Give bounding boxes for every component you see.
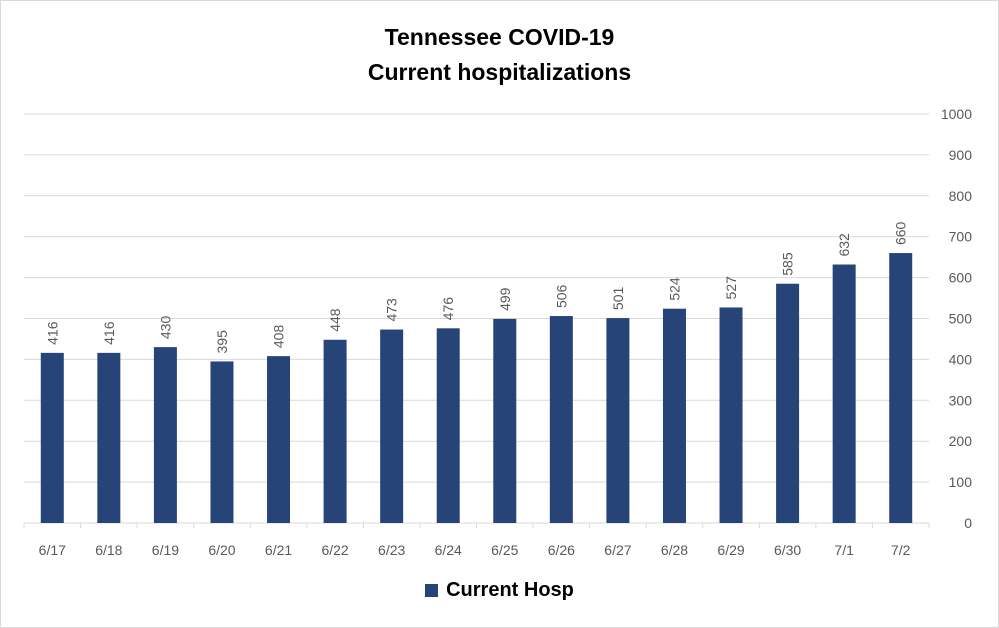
y-tick-label: 200 (949, 433, 973, 449)
data-label: 476 (440, 297, 456, 321)
data-label: 632 (836, 233, 852, 257)
x-tick-label: 6/27 (604, 542, 631, 558)
bar (606, 318, 630, 523)
data-label: 527 (723, 276, 739, 300)
y-tick-labels: 0 100 200 300 400 500 600 700 800 900 1000 (941, 106, 972, 531)
data-label: 524 (666, 277, 682, 301)
chart-subtitle: Current hospitalizations (367, 59, 632, 85)
x-tick-label: 6/23 (378, 542, 405, 558)
bar (210, 361, 234, 523)
data-labels: 416 416 430 395 408 448 473 476 499 506 501 524 527 5… (44, 221, 908, 353)
x-tick-label: 7/2 (891, 542, 911, 558)
data-label: 408 (271, 325, 287, 349)
data-label: 416 (101, 321, 117, 345)
x-tick-label: 6/22 (321, 542, 348, 558)
bar (832, 264, 856, 523)
bar (40, 352, 64, 523)
bar (549, 316, 573, 523)
data-label: 395 (214, 330, 230, 354)
bar (776, 283, 800, 523)
bars (40, 253, 913, 523)
x-tick-label: 6/17 (39, 542, 66, 558)
bar (719, 307, 743, 523)
x-tick-label: 6/26 (548, 542, 575, 558)
y-tick-label: 900 (949, 147, 973, 163)
data-label: 430 (157, 316, 173, 340)
y-tick-label: 500 (949, 311, 973, 327)
y-tick-label: 100 (949, 474, 973, 490)
x-tick-label: 6/28 (661, 542, 688, 558)
data-label: 416 (44, 321, 60, 345)
x-tick-label: 6/20 (208, 542, 235, 558)
x-tick-label: 6/19 (152, 542, 179, 558)
x-tick-label: 7/1 (834, 542, 854, 558)
y-tick-label: 700 (949, 229, 973, 245)
x-tick-label: 6/24 (435, 542, 462, 558)
data-label: 473 (384, 298, 400, 322)
y-tick-label: 300 (949, 392, 973, 408)
chart-title: Tennessee COVID-19 (384, 24, 615, 50)
x-tick-label: 6/25 (491, 542, 518, 558)
data-label: 448 (327, 308, 343, 332)
legend-swatch (425, 584, 439, 597)
bar (267, 356, 291, 523)
x-tick-labels: 6/17 6/18 6/19 6/20 6/21 6/22 6/23 6/24 6/25 6/26… (39, 542, 911, 558)
bar (889, 253, 913, 523)
y-tick-label: 0 (964, 515, 972, 531)
bar (380, 329, 404, 523)
bar (493, 318, 517, 523)
data-label: 501 (610, 287, 626, 311)
y-tick-label: 600 (949, 270, 973, 286)
legend-label: Current Hosp (446, 579, 574, 601)
bar (97, 352, 121, 523)
data-label: 585 (780, 252, 796, 276)
data-label: 660 (893, 221, 909, 245)
data-label: 506 (553, 284, 569, 308)
bar (323, 339, 347, 523)
bar (662, 308, 686, 523)
x-tick-label: 6/18 (95, 542, 122, 558)
legend: Current Hosp (0, 579, 999, 602)
bar (153, 347, 177, 523)
bar (436, 328, 460, 523)
x-tick-label: 6/21 (265, 542, 292, 558)
y-tick-label: 400 (949, 351, 973, 367)
x-tick-label: 6/29 (717, 542, 744, 558)
y-tick-label: 800 (949, 188, 973, 204)
data-label: 499 (497, 287, 513, 311)
y-tick-label: 1000 (941, 106, 972, 122)
x-tick-label: 6/30 (774, 542, 801, 558)
